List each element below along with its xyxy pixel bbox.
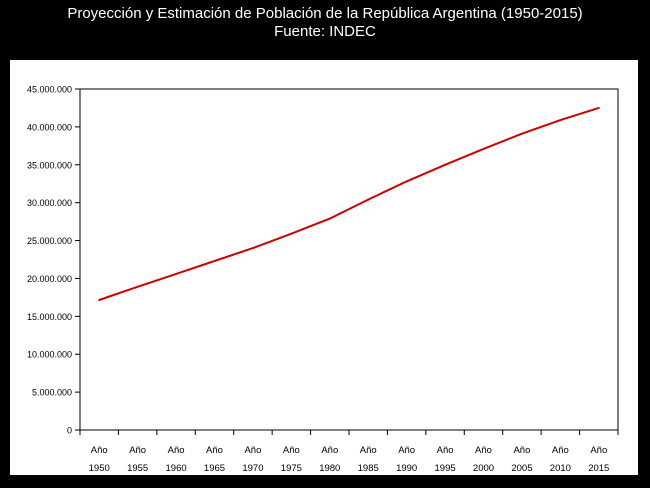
- data-point: [290, 232, 293, 235]
- data-point: [367, 198, 370, 201]
- data-point: [405, 180, 408, 183]
- x-tick-label: Año 2010: [550, 445, 571, 474]
- x-tick-label: Año 1950: [89, 445, 110, 474]
- series-line-0: [98, 106, 600, 301]
- y-tick-label: 15.000.000: [27, 312, 72, 322]
- y-tick-label: 45.000.000: [27, 85, 72, 95]
- x-tick-label: Año 2005: [511, 445, 532, 474]
- x-tick-label: Año 1985: [358, 445, 379, 474]
- x-tick-label: Año 2000: [473, 445, 494, 474]
- data-point: [520, 132, 523, 135]
- y-tick-label: 0: [67, 426, 72, 436]
- line-chart: 0 5.000.000 10.000.000 15.000.000 20.000.000…: [27, 85, 619, 474]
- y-tick-label: 30.000.000: [27, 198, 72, 208]
- x-tick-label: Año 1980: [319, 445, 340, 474]
- y-tick-label: 20.000.000: [27, 274, 72, 284]
- data-point: [559, 119, 562, 122]
- data-point: [597, 106, 600, 109]
- data-point: [251, 247, 254, 250]
- data-point: [482, 147, 485, 150]
- chart-subtitle: Fuente: INDEC: [274, 23, 376, 40]
- x-tick-label: Año 1970: [242, 445, 263, 474]
- x-tick-label: Año 1960: [166, 445, 187, 474]
- data-point: [328, 217, 331, 220]
- x-tick-label: Año 1975: [281, 445, 302, 474]
- chart-title: Proyección y Estimación de Población de …: [67, 5, 583, 22]
- x-tick-label: Año 1995: [435, 445, 456, 474]
- y-tick-label: 35.000.000: [27, 160, 72, 170]
- x-tick-label: Año 1965: [204, 445, 225, 474]
- y-tick-label: 25.000.000: [27, 236, 72, 246]
- data-point: [213, 260, 216, 263]
- y-tick-label: 5.000.000: [32, 388, 72, 398]
- x-tick-label: Año 1990: [396, 445, 417, 474]
- x-tick-label: Año 1955: [127, 445, 148, 474]
- data-point: [136, 285, 139, 288]
- x-tick-label: Año 2015: [588, 445, 609, 474]
- data-point: [175, 272, 178, 275]
- data-point: [98, 299, 101, 302]
- y-tick-label: 10.000.000: [27, 350, 72, 360]
- y-tick-label: 40.000.000: [27, 122, 72, 132]
- plot-area-frame: [79, 88, 619, 431]
- data-point: [444, 163, 447, 166]
